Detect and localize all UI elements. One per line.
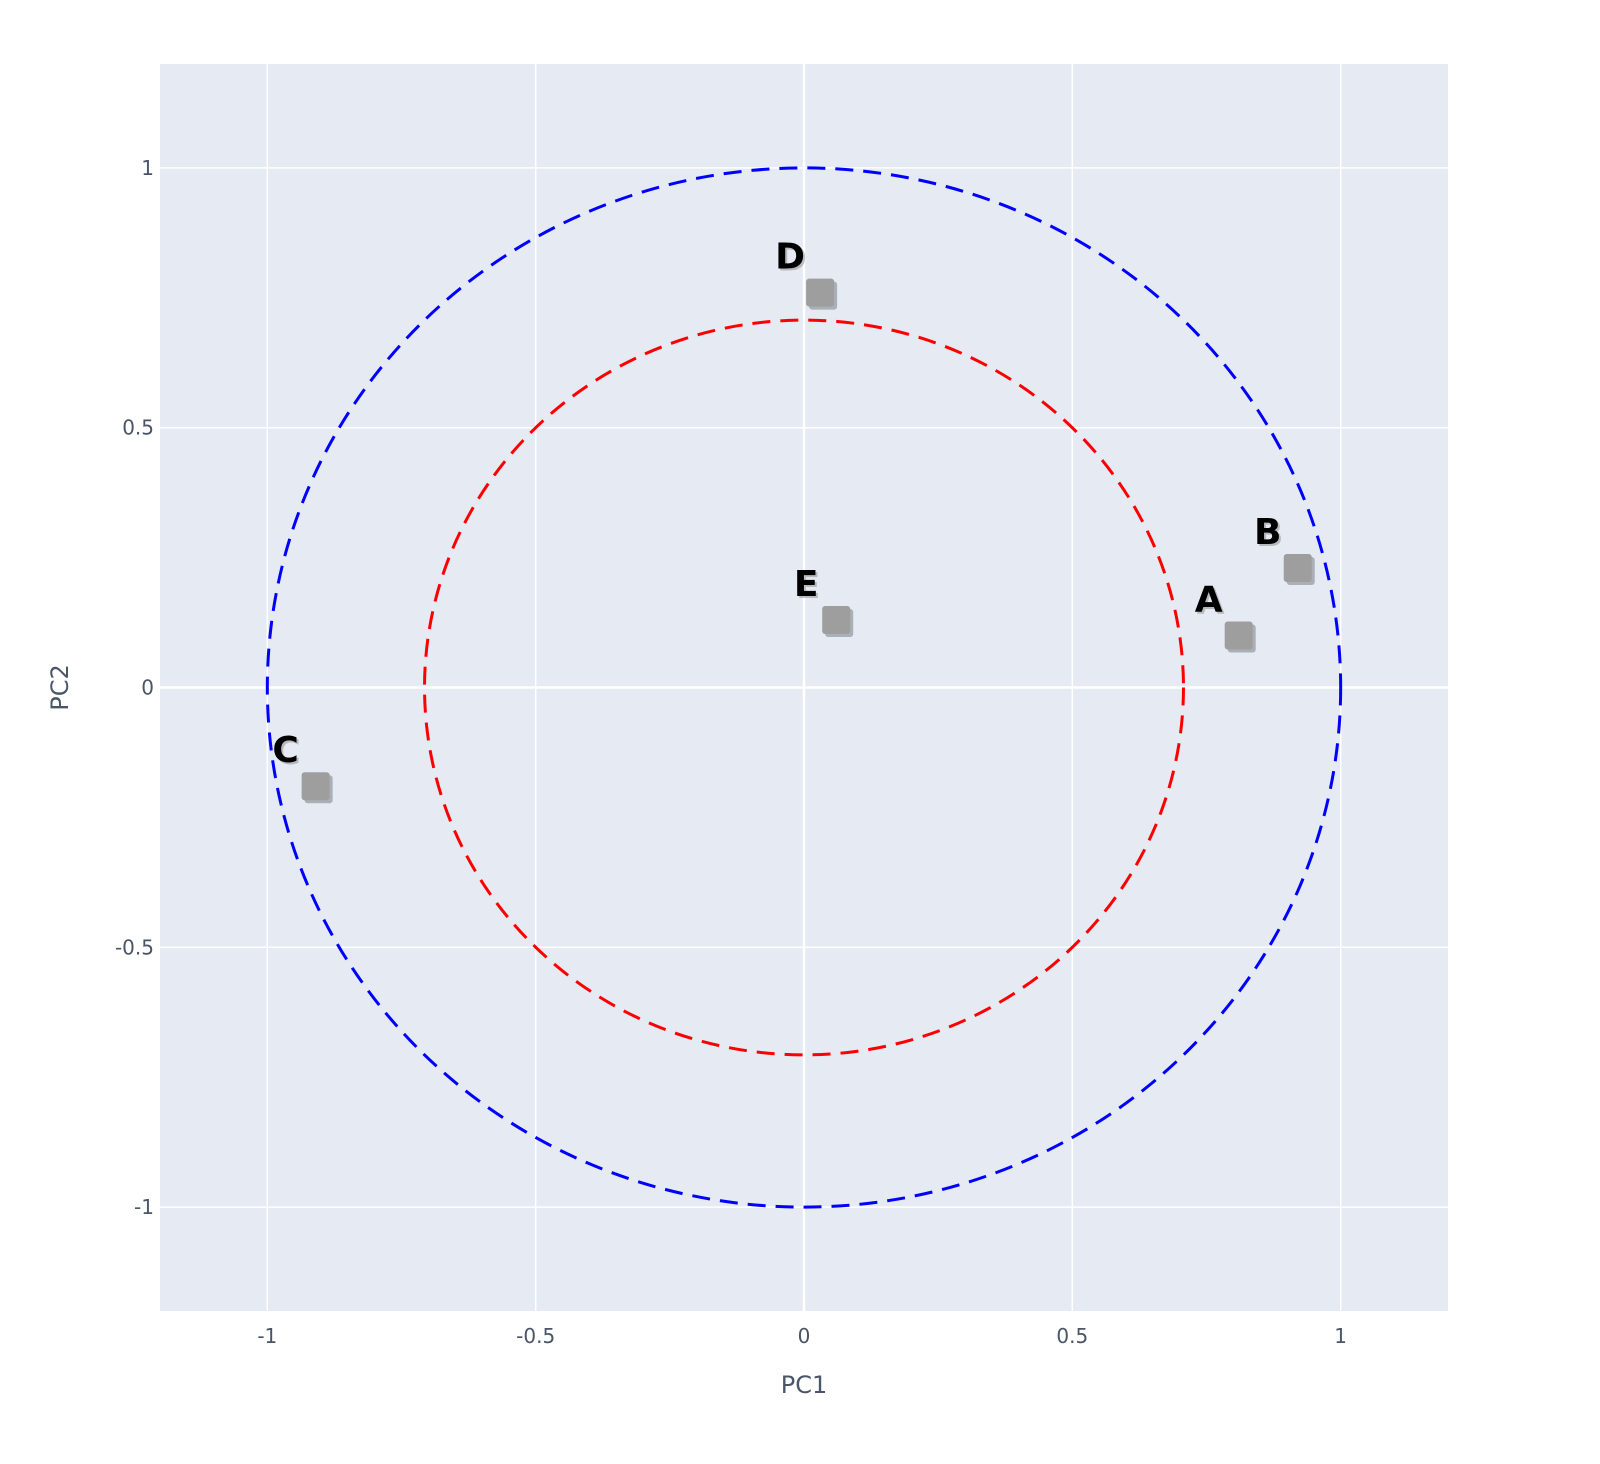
x-tick-label: -1 <box>257 1324 277 1348</box>
point-label-shadow-A: A <box>1197 582 1225 623</box>
point-label-shadow-D: D <box>777 239 807 280</box>
point-label-B: B <box>1254 512 1281 553</box>
x-axis-title: PC1 <box>781 1371 828 1399</box>
reference-circle-1 <box>423 318 1185 1057</box>
point-label-E: E <box>794 564 819 605</box>
point-label-shadow-B: B <box>1256 514 1283 555</box>
x-tick-label: 0.5 <box>1056 1324 1088 1348</box>
y-tick-label: -0.5 <box>115 935 154 959</box>
point-B <box>1283 553 1312 582</box>
x-tick-label: 1 <box>1334 1324 1347 1348</box>
data-points <box>301 278 1315 804</box>
point-E <box>822 605 851 634</box>
point-A <box>1224 621 1253 650</box>
x-tick-label: -0.5 <box>516 1324 555 1348</box>
y-tick-label: -1 <box>134 1195 154 1219</box>
point-C <box>301 772 330 801</box>
tick-labels: -1 -0.5 0 0.5 1 -1 -0.5 0 0.5 1 <box>115 156 1347 1348</box>
point-label-D: D <box>775 237 805 278</box>
point-label-shadow-C: C <box>274 732 300 773</box>
point-label-shadow-E: E <box>796 566 821 607</box>
y-tick-label: 1 <box>141 156 154 180</box>
point-label-A: A <box>1195 580 1223 621</box>
point-D <box>806 278 835 307</box>
y-tick-label: 0.5 <box>122 416 154 440</box>
point-label-C: C <box>272 730 298 771</box>
y-axis-title: PC2 <box>46 664 74 711</box>
y-tick-label: 0 <box>141 676 154 700</box>
x-tick-label: 0 <box>798 1324 811 1348</box>
reference-circle-0 <box>265 166 1343 1209</box>
reference-circles <box>265 166 1343 1209</box>
